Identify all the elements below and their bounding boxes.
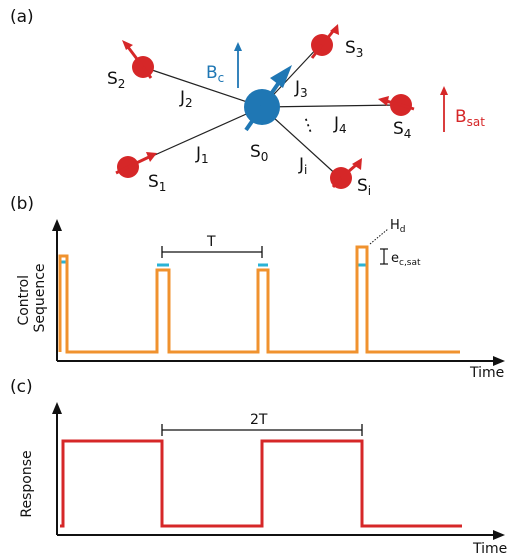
panel-c-label: (c)	[10, 377, 33, 397]
panel-a-label: (a)	[10, 7, 34, 27]
panel-c-axes	[56, 410, 495, 536]
panel-b-saturation-tips	[60, 260, 367, 267]
bath-spin-si	[330, 158, 362, 189]
panel-b-xlabel: Time	[469, 365, 504, 381]
panel-b-ylabel-line1: Control	[16, 275, 32, 326]
panel-b-x-arrow	[493, 356, 505, 366]
panel-c-y-arrow	[52, 402, 62, 414]
central-spin	[244, 65, 292, 132]
bath-spin-s4	[378, 94, 415, 116]
bsat-field-arrow	[440, 86, 448, 132]
bsat-field-label: Bsat	[455, 107, 485, 129]
coupling-label-j2: J2	[179, 88, 193, 110]
spin-label-si: Si	[357, 176, 371, 198]
coupling-label-j4: J4	[333, 114, 347, 136]
coupling-ellipsis: ⋮	[297, 113, 320, 138]
spin-label-s2: S2	[107, 69, 125, 91]
coupling-line-s2	[142, 66, 263, 108]
panel-b-label: (b)	[10, 194, 34, 214]
panel-c-ylabel: Response	[19, 450, 35, 517]
panel-b-ylabel: Control Sequence	[16, 263, 48, 332]
panel-b-y-arrow	[52, 219, 62, 231]
spin-label-s4: S4	[393, 119, 411, 141]
hd-label: Hd	[390, 218, 406, 235]
coupling-label-j3: J3	[294, 78, 308, 100]
period-t-label: T	[206, 234, 216, 250]
coupling-label-j1: J1	[195, 144, 209, 166]
bath-spin-s1	[115, 152, 157, 178]
panel-c-response	[60, 439, 462, 528]
spin-label-s3: S3	[345, 38, 363, 60]
bath-spin-s3	[310, 24, 339, 59]
panel-b-ylabel-line2: Sequence	[32, 263, 48, 332]
period-2t-bracket	[161, 424, 363, 436]
coupling-line-s4	[261, 104, 401, 108]
period-2t-label: 2T	[250, 412, 268, 428]
ec-sat-bracket	[380, 248, 388, 265]
bc-field-arrow	[234, 42, 242, 88]
period-t-bracket	[161, 246, 263, 258]
central-spin-arrow-head	[270, 65, 292, 88]
spin-label-s0: S0	[250, 142, 268, 164]
spin-label-s1: S1	[148, 172, 166, 194]
panel-c-x-arrow	[493, 530, 505, 540]
hd-leader-line	[369, 228, 389, 245]
bath-spin-s2	[122, 40, 154, 79]
panel-b-axes	[56, 226, 495, 362]
panel-c-xlabel: Time	[472, 541, 507, 556]
ec-sat-label: ec,sat	[391, 251, 421, 268]
coupling-label-ji: Ji	[298, 155, 307, 177]
bc-field-label: Bc	[206, 63, 224, 85]
panel-b-control-sequence	[58, 245, 460, 354]
